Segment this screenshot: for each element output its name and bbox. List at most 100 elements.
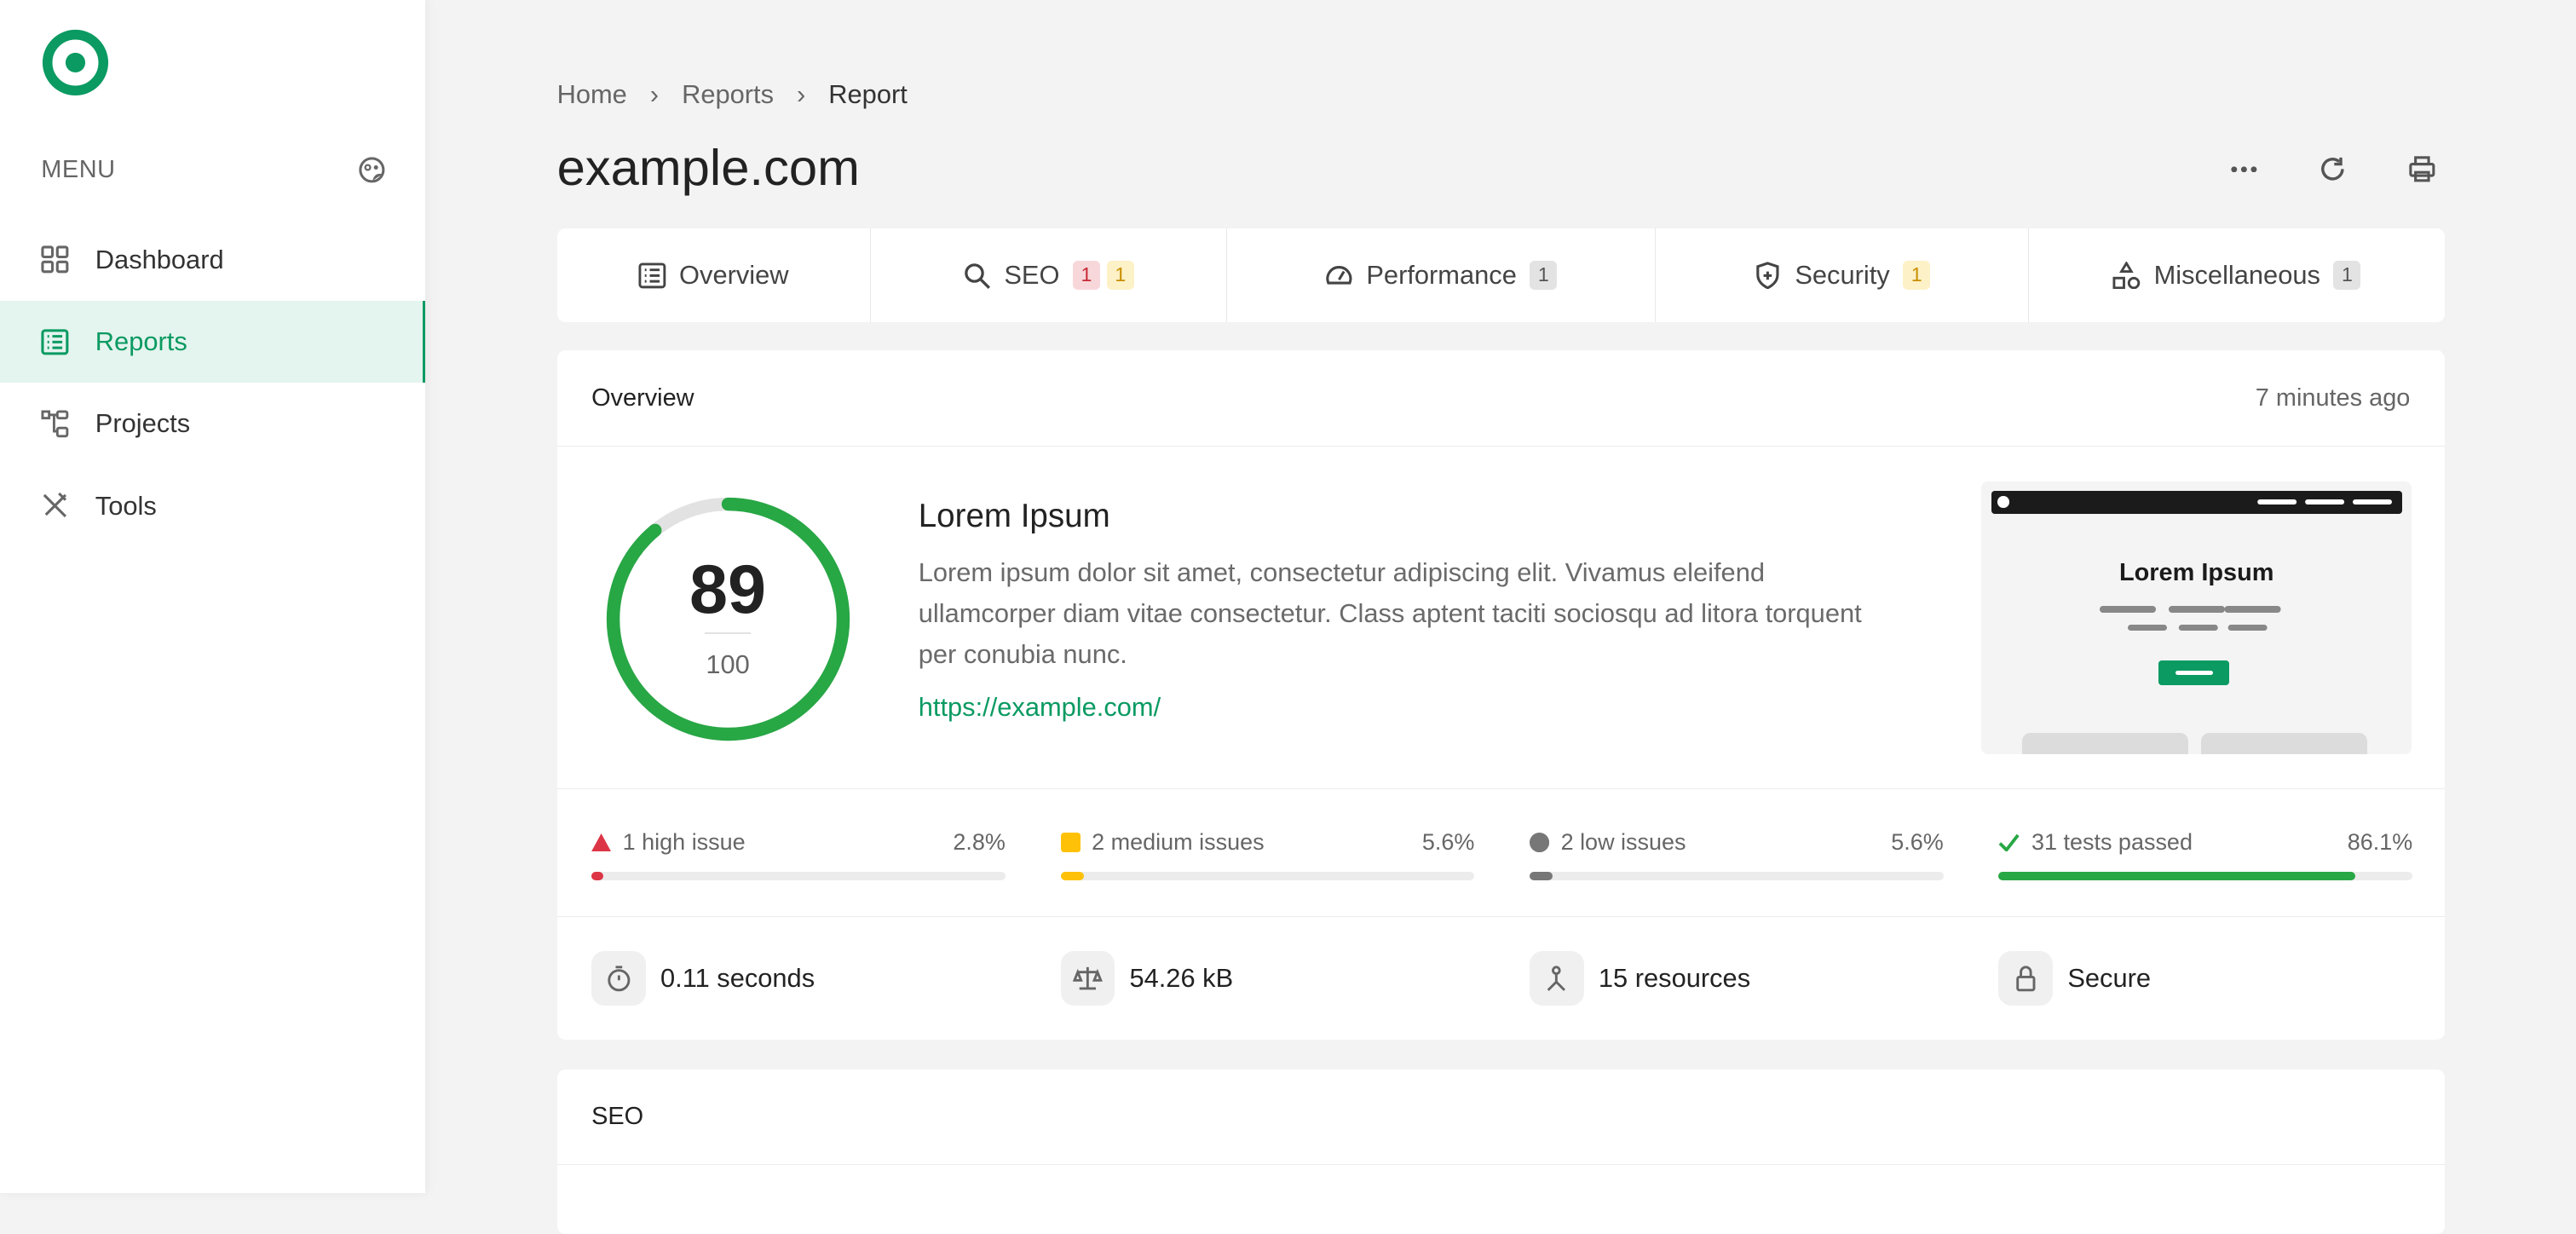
- medium-issue-badge: 1: [1106, 260, 1134, 291]
- more-button[interactable]: [2222, 151, 2268, 187]
- chevron-right-icon: ›: [649, 78, 660, 109]
- stat-label: Secure: [2067, 963, 2152, 994]
- refresh-button[interactable]: [2310, 151, 2356, 187]
- issue-low: 2 low issues 5.6%: [1529, 828, 1944, 880]
- breadcrumb-home[interactable]: Home: [556, 78, 627, 109]
- scale-icon: [1072, 966, 1103, 990]
- issue-progress-fill: [1060, 871, 1084, 880]
- tab-performance[interactable]: Performance 1: [1227, 228, 1657, 322]
- chevron-right-icon: ›: [797, 78, 806, 109]
- stat-label: 15 resources: [1598, 963, 1751, 994]
- page-title: example.com: [556, 138, 860, 196]
- sidebar-item-projects[interactable]: Projects: [0, 383, 425, 464]
- tab-bar: Overview SEO 1 1 Performance 1 Security 1 Mi…: [556, 228, 2445, 322]
- stat-label: 54.26 kB: [1129, 963, 1234, 994]
- tab-security[interactable]: Security 1: [1656, 228, 2030, 322]
- tab-seo[interactable]: SEO 1 1: [871, 228, 1228, 322]
- issue-label: 1 high issue: [622, 828, 746, 855]
- sidebar-item-label: Dashboard: [95, 244, 224, 274]
- card-title: SEO: [556, 1070, 2445, 1165]
- tab-label: Security: [1795, 259, 1890, 290]
- issue-progress-fill: [1998, 871, 2355, 880]
- tab-label: Miscellaneous: [2153, 259, 2320, 290]
- sidebar-item-label: Tools: [95, 490, 157, 521]
- card-title: Overview: [591, 383, 694, 412]
- issue-passed: 31 tests passed 86.1%: [1998, 828, 2413, 880]
- sidebar-item-dashboard[interactable]: Dashboard: [0, 218, 425, 300]
- palette-icon[interactable]: [358, 156, 386, 184]
- issue-progress-fill: [591, 871, 603, 880]
- tools-icon: [43, 493, 67, 518]
- issue-progress-bar: [1529, 871, 1944, 880]
- breadcrumb-reports[interactable]: Reports: [682, 78, 775, 109]
- score-ring: [606, 498, 850, 741]
- stat-item: 54.26 kB: [1060, 951, 1234, 1006]
- overview-card: Overview 7 minutes ago 89 100 Lorem Ipsum…: [556, 349, 2445, 1041]
- issue-label: 2 medium issues: [1092, 828, 1265, 855]
- issues-summary: 1 high issue 2.8% 2 medium issues 5.6% 2 low…: [556, 788, 2445, 917]
- score-arc: [606, 498, 850, 741]
- issue-percent: 5.6%: [1421, 828, 1475, 855]
- list-icon: [638, 262, 666, 288]
- score-max: 100: [706, 649, 750, 679]
- circle-icon: [1529, 832, 1550, 852]
- seo-card: SEO: [556, 1070, 2445, 1234]
- tab-miscellaneous[interactable]: Miscellaneous 1: [2029, 228, 2445, 322]
- site-screenshot[interactable]: Lorem Ipsum: [1981, 481, 2412, 754]
- breadcrumb: Home › Reports › Report: [557, 79, 908, 110]
- score-value: 89: [689, 551, 767, 628]
- timestamp: 7 minutes ago: [2255, 383, 2411, 412]
- sidebar: MENU Dashboard Reports Projects Tools: [0, 0, 426, 1193]
- check-icon: [1998, 833, 2020, 851]
- low-issue-badge: 1: [1530, 260, 1558, 291]
- stat-item: 0.11 seconds: [591, 951, 815, 1006]
- site-url-link[interactable]: https://example.com/: [918, 691, 1161, 722]
- score-divider: [705, 632, 752, 635]
- sidebar-item-tools[interactable]: Tools: [0, 465, 425, 547]
- issue-high: 1 high issue 2.8%: [591, 829, 1006, 880]
- low-issue-badge: 1: [2333, 260, 2361, 291]
- issue-progress-bar: [1998, 871, 2413, 880]
- tab-label: SEO: [1004, 259, 1060, 290]
- triangle-icon: [591, 833, 612, 851]
- stat-item: Secure: [1998, 951, 2151, 1006]
- issue-percent: 2.8%: [953, 828, 1006, 855]
- menu-heading: MENU: [41, 156, 116, 184]
- sidebar-item-label: Reports: [95, 326, 187, 356]
- high-issue-badge: 1: [1072, 260, 1100, 291]
- issue-progress-bar: [591, 871, 1006, 880]
- stopwatch-icon: [607, 966, 630, 992]
- shield-icon: [1756, 261, 1779, 290]
- shapes-icon: [2112, 261, 2141, 289]
- tab-label: Overview: [679, 259, 789, 290]
- breadcrumb-current: Report: [828, 78, 908, 109]
- stat-item: 15 resources: [1529, 951, 1751, 1006]
- sidebar-item-reports[interactable]: Reports: [0, 300, 426, 383]
- sidebar-item-label: Projects: [95, 408, 191, 439]
- issue-label: 31 tests passed: [2031, 828, 2193, 855]
- site-description: Lorem ipsum dolor sit amet, consectetur …: [918, 556, 1862, 670]
- tab-overview[interactable]: Overview: [557, 228, 871, 322]
- stat-label: 0.11 seconds: [660, 963, 815, 994]
- grid-icon: [41, 245, 69, 274]
- issue-progress-bar: [1060, 871, 1475, 880]
- issue-label: 2 low issues: [1560, 828, 1686, 855]
- refresh-icon: [2321, 158, 2345, 181]
- issue-progress-fill: [1529, 871, 1553, 880]
- issue-percent: 5.6%: [1891, 828, 1944, 855]
- fork-icon: [1547, 966, 1566, 991]
- medium-issue-badge: 1: [1903, 260, 1931, 291]
- issue-medium: 2 medium issues 5.6%: [1060, 828, 1475, 880]
- more-icon: [2231, 166, 2257, 173]
- logo-icon[interactable]: [41, 28, 110, 97]
- printer-icon: [2408, 156, 2435, 182]
- print-button[interactable]: [2399, 151, 2445, 187]
- gauge-icon: [1326, 265, 1352, 285]
- square-icon: [1060, 832, 1081, 852]
- site-title: Lorem Ipsum: [918, 498, 1110, 535]
- tree-icon: [41, 410, 69, 438]
- search-icon: [965, 262, 991, 289]
- tab-label: Performance: [1366, 259, 1517, 290]
- preview-title: Lorem Ipsum: [2118, 558, 2274, 586]
- lock-icon: [2016, 966, 2036, 992]
